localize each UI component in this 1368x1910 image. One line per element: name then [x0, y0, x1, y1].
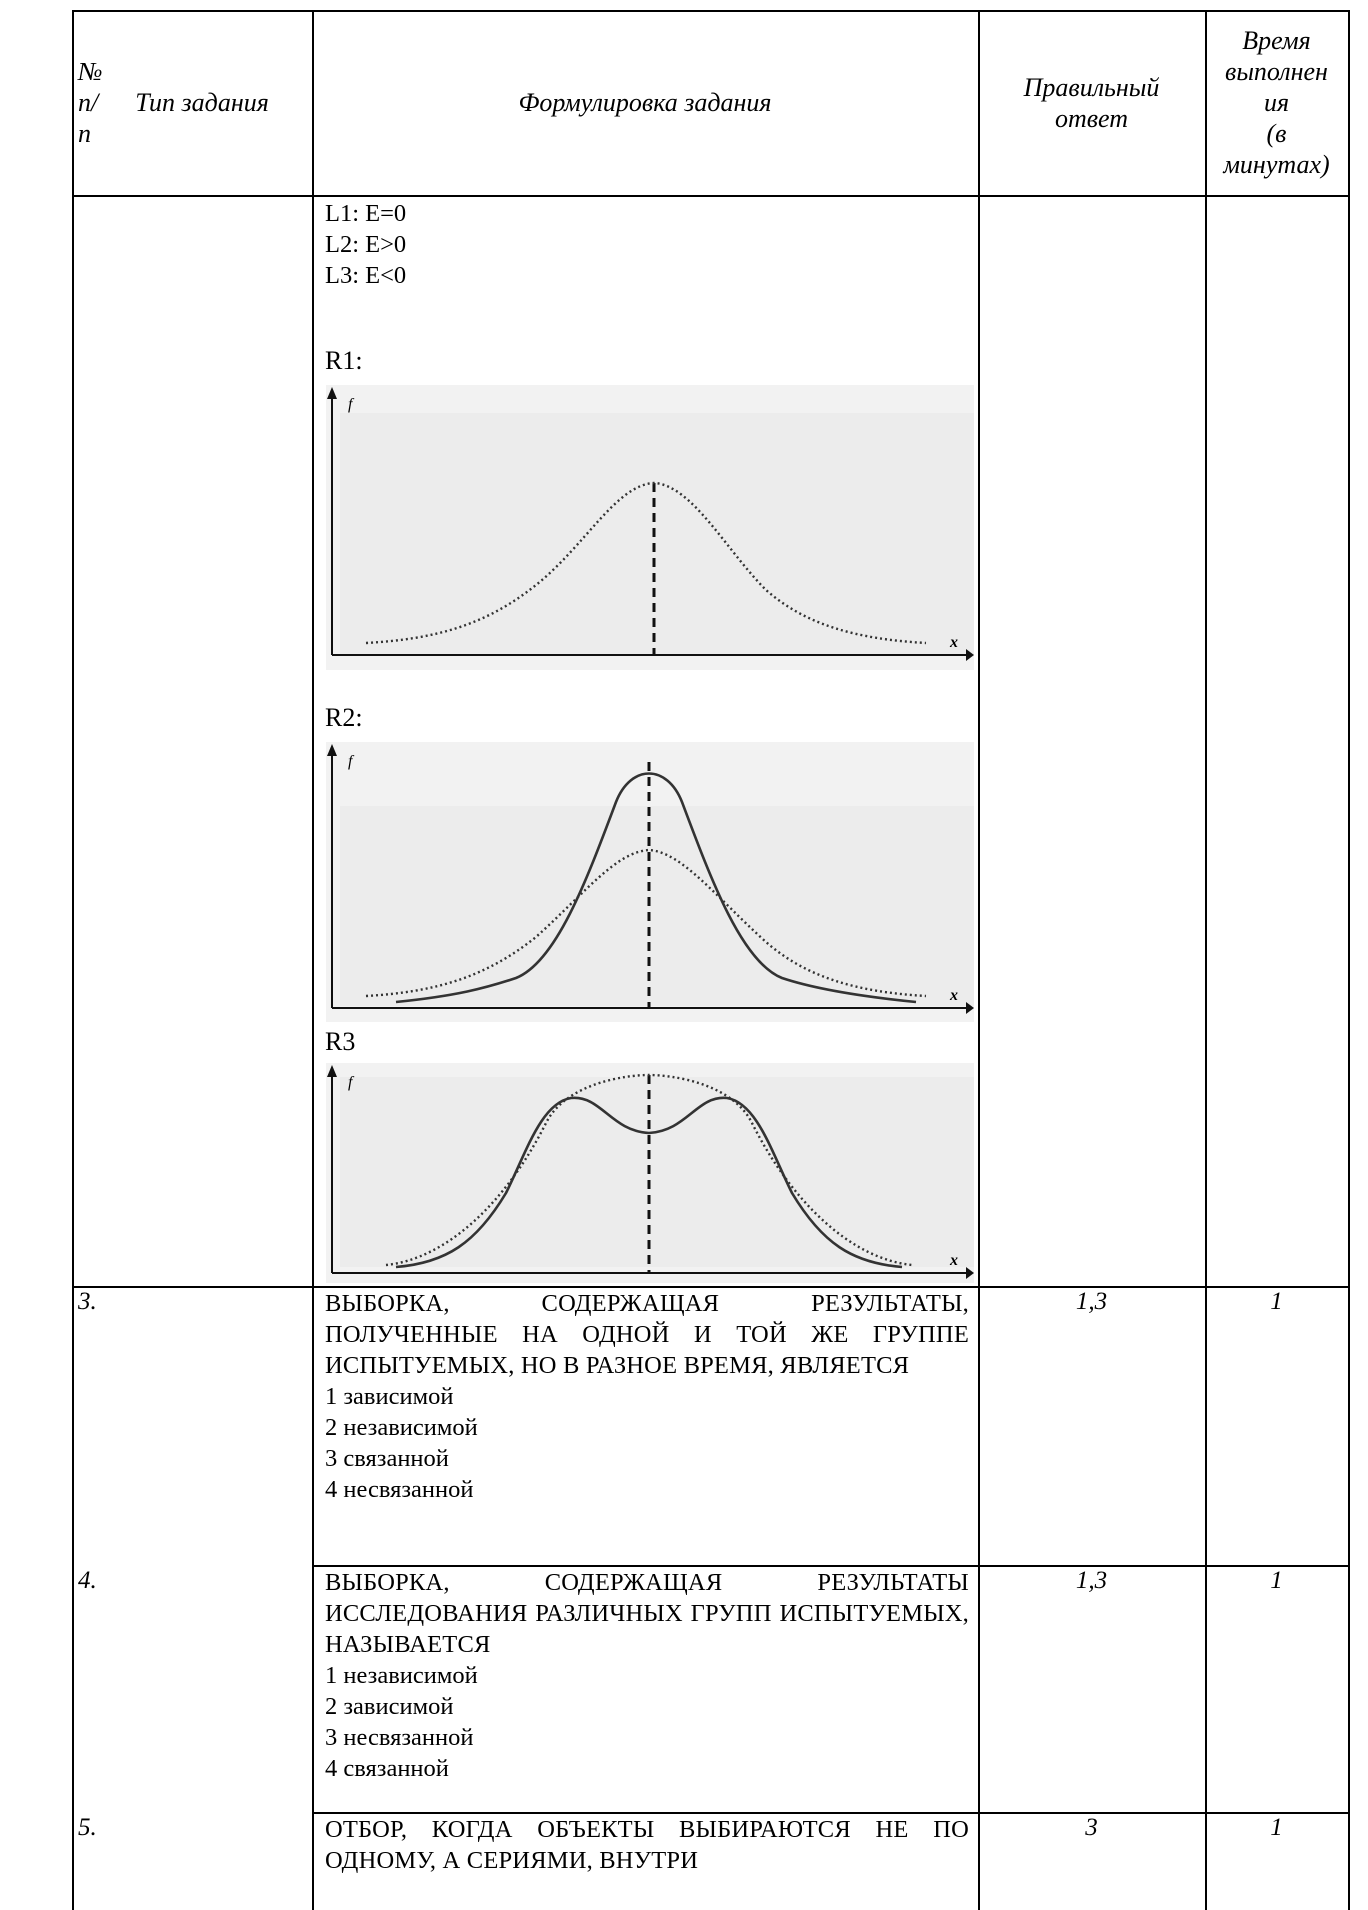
- answer-option: 2 зависимой: [325, 1693, 454, 1720]
- header-time: Время выполнен ия (в минутах): [1223, 26, 1330, 179]
- header-number: № п/п: [78, 57, 103, 148]
- answer-option: 1 зависимой: [325, 1383, 454, 1410]
- table-row: ВЫБОРКА, СОДЕРЖАЩАЯ РЕЗУЛЬТАТЫ ИССЛЕДОВА…: [325, 1567, 969, 1784]
- table-column-divider: [1205, 10, 1207, 1910]
- row-divider: [312, 1565, 1349, 1567]
- header-correct-answer: Правильный ответ: [1023, 72, 1160, 133]
- graph-r1: f x: [326, 385, 974, 670]
- row-number: 3.: [78, 1288, 97, 1315]
- axis-x-label: x: [949, 987, 958, 1004]
- row-number: 5.: [78, 1814, 97, 1841]
- question-text: ВЫБОРКА, СОДЕРЖАЩАЯ РЕЗУЛЬТАТЫ ИССЛЕДОВА…: [325, 1569, 969, 1658]
- axis-f-label: f: [348, 396, 355, 413]
- axis-f-label: f: [348, 1074, 355, 1091]
- table-row: ОТБОР, КОГДА ОБЪЕКТЫ ВЫБИРАЮТСЯ НЕ ПО ОД…: [325, 1814, 969, 1876]
- correct-answer: 1,3: [1075, 1567, 1108, 1594]
- axis-f-label: f: [348, 753, 355, 770]
- table-row: ВЫБОРКА, СОДЕРЖАЩАЯ РЕЗУЛЬТАТЫ, ПОЛУЧЕНН…: [325, 1288, 969, 1505]
- row-divider: [312, 1812, 1349, 1814]
- header-divider: [72, 195, 1349, 197]
- time-minutes: 1: [1270, 1288, 1283, 1315]
- answer-option: 2 независимой: [325, 1414, 478, 1441]
- time-minutes: 1: [1270, 1814, 1283, 1841]
- left-item: L2: E>0: [325, 231, 407, 258]
- answer-option: 3 несвязанной: [325, 1724, 474, 1751]
- graph-label-r1: R1:: [325, 346, 363, 375]
- table-column-divider: [978, 10, 980, 1910]
- correct-answer: 3: [1085, 1814, 1098, 1841]
- table-border-right: [1348, 10, 1350, 1910]
- axis-x-label: x: [949, 634, 958, 651]
- left-item: L1: E=0: [325, 200, 407, 227]
- time-minutes: 1: [1270, 1567, 1283, 1594]
- graph-r3: f x: [326, 1063, 974, 1283]
- row-number: 4.: [78, 1567, 97, 1594]
- graph-r2: f x: [326, 742, 974, 1022]
- left-item-list: L1: E=0 L2: E>0 L3: E<0: [325, 198, 406, 291]
- question-text: ОТБОР, КОГДА ОБЪЕКТЫ ВЫБИРАЮТСЯ НЕ ПО ОД…: [325, 1816, 969, 1874]
- answer-option: 1 независимой: [325, 1662, 478, 1689]
- answer-option: 3 связанной: [325, 1445, 449, 1472]
- question-text: ВЫБОРКА, СОДЕРЖАЩАЯ РЕЗУЛЬТАТЫ, ПОЛУЧЕНН…: [325, 1290, 969, 1379]
- row-divider: [72, 1286, 312, 1288]
- row-divider: [312, 1286, 1349, 1288]
- axis-x-label: x: [949, 1252, 958, 1269]
- left-item: L3: E<0: [325, 262, 407, 289]
- table-column-divider: [312, 10, 314, 1910]
- header-task-wording: Формулировка задания: [518, 88, 772, 117]
- graph-label-r3: R3: [325, 1027, 356, 1056]
- answer-option: 4 несвязанной: [325, 1476, 474, 1503]
- correct-answer: 1,3: [1075, 1288, 1108, 1315]
- header-task-type: Тип задания: [135, 88, 269, 117]
- graph-label-r2: R2:: [325, 703, 363, 732]
- table-border-top: [72, 10, 1349, 12]
- answer-option: 4 связанной: [325, 1755, 449, 1782]
